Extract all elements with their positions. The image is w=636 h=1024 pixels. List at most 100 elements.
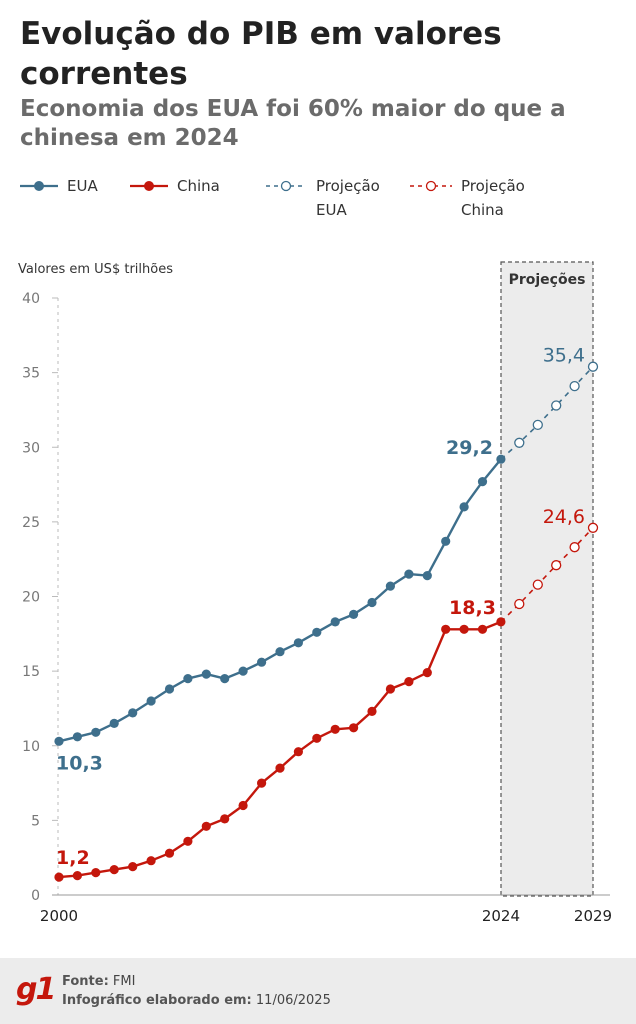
data-point [477,624,488,634]
data-point [164,848,175,858]
data-point [128,708,138,718]
g1-logo: g1 [16,972,56,1007]
legend-item-projecao-eua: Projeção EUA [266,177,380,219]
series-china [54,617,506,882]
data-point [109,865,119,875]
data-point [404,569,414,579]
legend-label-eua: EUA [67,177,98,195]
legend-item-eua: EUA [20,177,98,195]
data-label: 1,2 [56,847,90,869]
data-point [128,862,138,872]
y-tick-label: 20 [22,590,40,606]
series-layer [54,361,599,882]
data-point [220,674,230,684]
data-point [146,696,156,706]
data-point [367,597,377,608]
legend-label-china: China [177,177,220,195]
data-point [532,419,543,431]
data-point [532,579,543,590]
data-point [349,723,359,733]
data-label: 18,3 [449,597,496,619]
data-point [54,736,64,746]
data-point [257,778,267,788]
y-axis-label: Valores em US$ trilhões [18,262,173,277]
legend-label-projecao-china-1: Projeção [461,177,525,195]
data-point [201,821,211,831]
data-point [587,361,599,372]
data-label: 29,2 [446,437,493,459]
y-tick-label: 10 [22,739,40,755]
data-point [312,733,322,743]
x-tick-label: 2029 [574,907,612,925]
footer: g1 Fonte: FMI Infográfico elaborado em: … [0,958,636,1024]
data-point [257,657,267,667]
legend: EUA China Projeção EUA Projeção China [20,177,525,219]
series-eua [54,454,506,746]
data-point [183,836,193,846]
data-point [238,666,248,676]
data-point [275,647,285,657]
y-tick-label: 15 [22,664,40,680]
legend-label-projecao-eua-2: EUA [316,201,347,219]
data-point [569,542,580,553]
source-value: FMI [112,974,136,989]
chart-subtitle: Economia dos EUA foi 60% maior do que a … [20,96,566,151]
data-point [72,732,82,742]
date-label: Infográfico elaborado em: [62,993,252,1008]
data-point [109,718,119,729]
series-line-china [58,620,502,879]
date-value: 11/06/2025 [255,993,331,1008]
data-point [422,668,432,678]
series-proje-o-eua [500,361,599,460]
series-line-eua [58,458,502,743]
data-point [164,684,175,694]
data-point [514,437,525,448]
source-line: Fonte: FMI [62,974,135,989]
data-point [514,598,525,610]
chart-title: Evolução do PIB em valores correntes [20,16,502,92]
data-point [330,617,340,627]
projection-label: Projeções [509,272,586,288]
x-tick-label: 2000 [40,907,78,925]
y-tick-label: 5 [31,813,40,829]
projection-box [500,261,594,897]
data-point [293,747,303,757]
x-axis: 2000 2024 2029 [40,907,612,925]
data-point [330,724,340,734]
legend-item-projecao-china: Projeção China [410,177,525,219]
data-point [367,706,377,717]
data-point [312,627,322,637]
data-point [91,868,101,878]
y-tick-label: 25 [22,515,40,531]
legend-label-projecao-china-2: China [461,201,504,219]
data-point [293,638,303,648]
data-label: 24,6 [543,506,585,528]
projection-area: Projeções [500,261,594,897]
data-point [91,727,101,737]
gdp-line-chart: EUA China Projeção EUA Projeção China Va… [18,177,612,925]
data-point [72,871,82,881]
data-point [275,763,285,773]
series-proje-o-china [500,522,599,623]
data-point [551,560,562,571]
data-point [238,800,248,811]
data-point [54,872,64,882]
data-point [220,814,230,824]
y-tick-label: 30 [22,440,40,456]
data-point [477,477,488,487]
legend-item-china: China [130,177,220,195]
data-point [569,380,580,392]
y-tick-label: 40 [22,291,40,307]
data-point [349,609,359,620]
data-point [146,856,156,866]
x-tick-label: 2024 [482,907,520,925]
data-point [459,624,469,634]
source-label: Fonte: [62,974,109,989]
data-labels: 10,3 1,2 29,2 18,3 35,4 24,6 [56,345,585,869]
data-point [201,669,211,679]
data-point [441,536,451,546]
y-tick-label: 0 [31,888,40,904]
data-point [551,400,562,411]
data-point [587,522,599,533]
legend-label-projecao-eua-1: Projeção [316,177,380,195]
